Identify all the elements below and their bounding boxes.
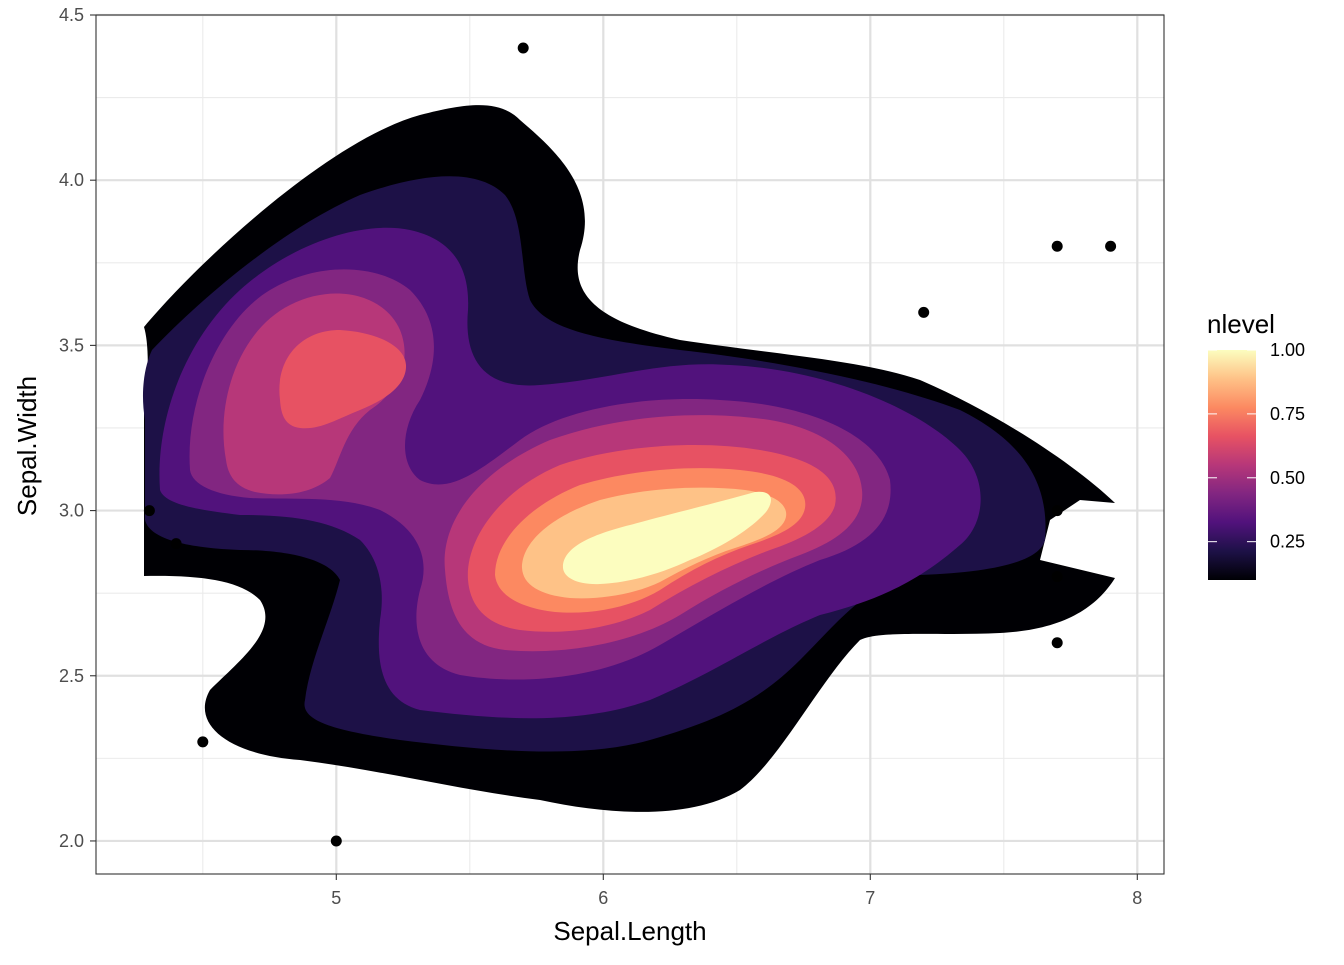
legend: nlevel 1.00 0.75 0.50 0.25 bbox=[1207, 309, 1305, 580]
legend-tick-label: 0.25 bbox=[1270, 532, 1305, 552]
density-band-9 bbox=[562, 491, 771, 585]
y-axis: 2.0 2.5 3.0 3.5 4.0 4.5 bbox=[59, 5, 96, 851]
scatter-points bbox=[143, 42, 1117, 847]
legend-tick-label: 1.00 bbox=[1270, 340, 1305, 360]
x-tick-label: 5 bbox=[331, 888, 341, 908]
data-point bbox=[170, 538, 182, 550]
data-point bbox=[1051, 637, 1063, 649]
data-point bbox=[1051, 505, 1063, 517]
x-axis-title: Sepal.Length bbox=[553, 916, 706, 946]
data-point bbox=[1051, 571, 1063, 583]
data-point bbox=[1105, 240, 1117, 252]
data-point bbox=[197, 736, 209, 748]
density-bands bbox=[142, 105, 1115, 812]
x-tick-label: 6 bbox=[598, 888, 608, 908]
legend-tick-label: 0.75 bbox=[1270, 404, 1305, 424]
data-point bbox=[143, 505, 155, 517]
legend-tick-label: 0.50 bbox=[1270, 468, 1305, 488]
x-axis: 5 6 7 8 bbox=[331, 874, 1142, 908]
data-point bbox=[517, 42, 529, 54]
legend-colorbar bbox=[1208, 350, 1256, 580]
panel-border bbox=[95, 14, 1165, 875]
y-tick-label: 2.0 bbox=[59, 831, 84, 851]
y-tick-label: 4.0 bbox=[59, 170, 84, 190]
y-axis-title: Sepal.Width bbox=[12, 376, 42, 516]
y-tick-label: 3.5 bbox=[59, 335, 84, 355]
data-point bbox=[330, 835, 342, 847]
data-point bbox=[918, 306, 930, 318]
y-tick-label: 3.0 bbox=[59, 501, 84, 521]
legend-title: nlevel bbox=[1207, 309, 1275, 339]
y-tick-label: 4.5 bbox=[59, 5, 84, 25]
x-tick-label: 8 bbox=[1132, 888, 1142, 908]
x-tick-label: 7 bbox=[865, 888, 875, 908]
y-tick-label: 2.5 bbox=[59, 666, 84, 686]
legend-ticks: 1.00 0.75 0.50 0.25 bbox=[1208, 340, 1305, 552]
data-point bbox=[1051, 240, 1063, 252]
